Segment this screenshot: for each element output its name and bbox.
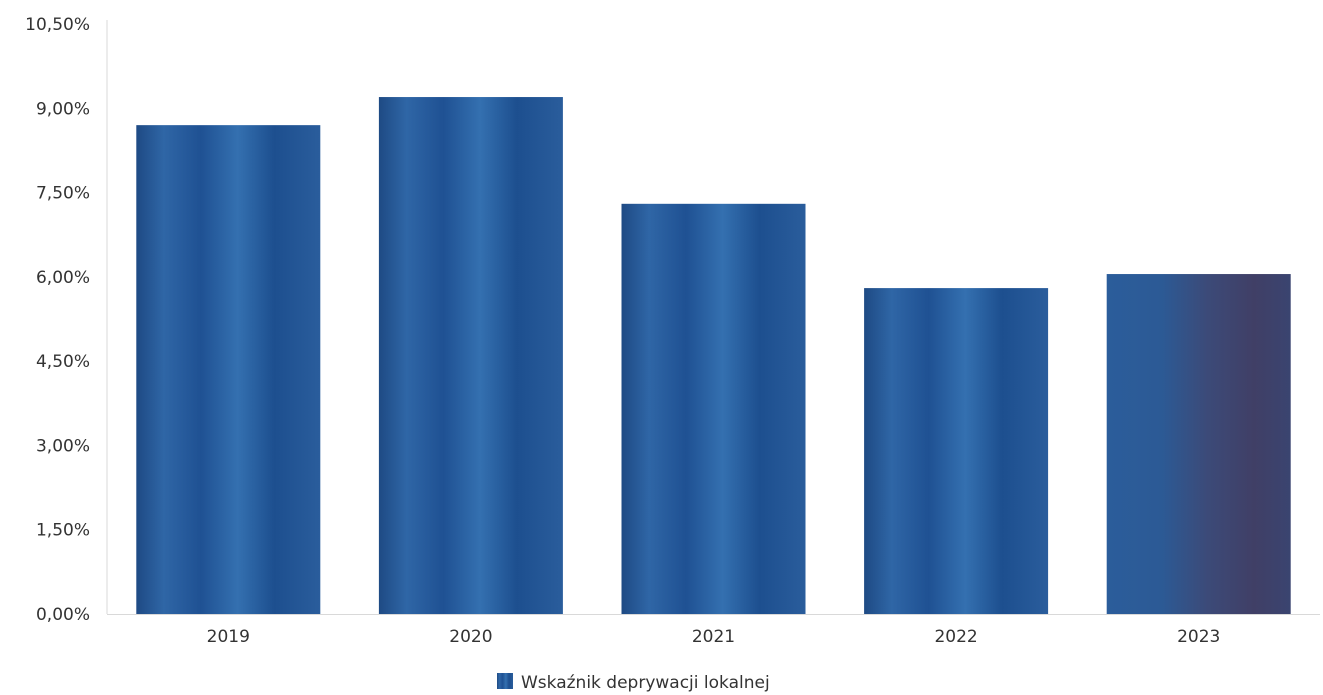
legend-label: Wskaźnik deprywacji lokalnej: [521, 673, 770, 693]
x-axis: 2019 2020 2021 2022 2023: [107, 614, 1320, 647]
bar-2023: [1106, 274, 1291, 614]
legend: Wskaźnik deprywacji lokalnej: [497, 673, 770, 693]
bar-2020: [378, 97, 563, 615]
x-tick-label: 2020: [449, 627, 492, 647]
y-tick-label: 9,00%: [36, 99, 90, 119]
y-tick-label: 7,50%: [36, 184, 90, 204]
x-tick-label: 2019: [207, 627, 250, 647]
y-tick-label: 3,00%: [36, 436, 90, 456]
y-tick-label: 10,50%: [25, 15, 90, 35]
y-tick-label: 6,00%: [36, 268, 90, 288]
bar-2021: [621, 203, 806, 615]
y-tick-label: 1,50%: [36, 521, 90, 541]
bars: [136, 97, 1291, 615]
x-tick-label: 2021: [692, 627, 735, 647]
bar-2019: [136, 125, 321, 615]
y-tick-label: 0,00%: [36, 605, 90, 625]
x-tick-label: 2022: [934, 627, 977, 647]
y-tick-label: 4,50%: [36, 352, 90, 372]
x-tick-label: 2023: [1177, 627, 1220, 647]
bar-2022: [864, 288, 1049, 614]
y-axis: 0,00% 1,50% 3,00% 4,50% 6,00% 7,50% 9,00% 10,50…: [25, 15, 108, 625]
legend-swatch: [497, 673, 513, 689]
